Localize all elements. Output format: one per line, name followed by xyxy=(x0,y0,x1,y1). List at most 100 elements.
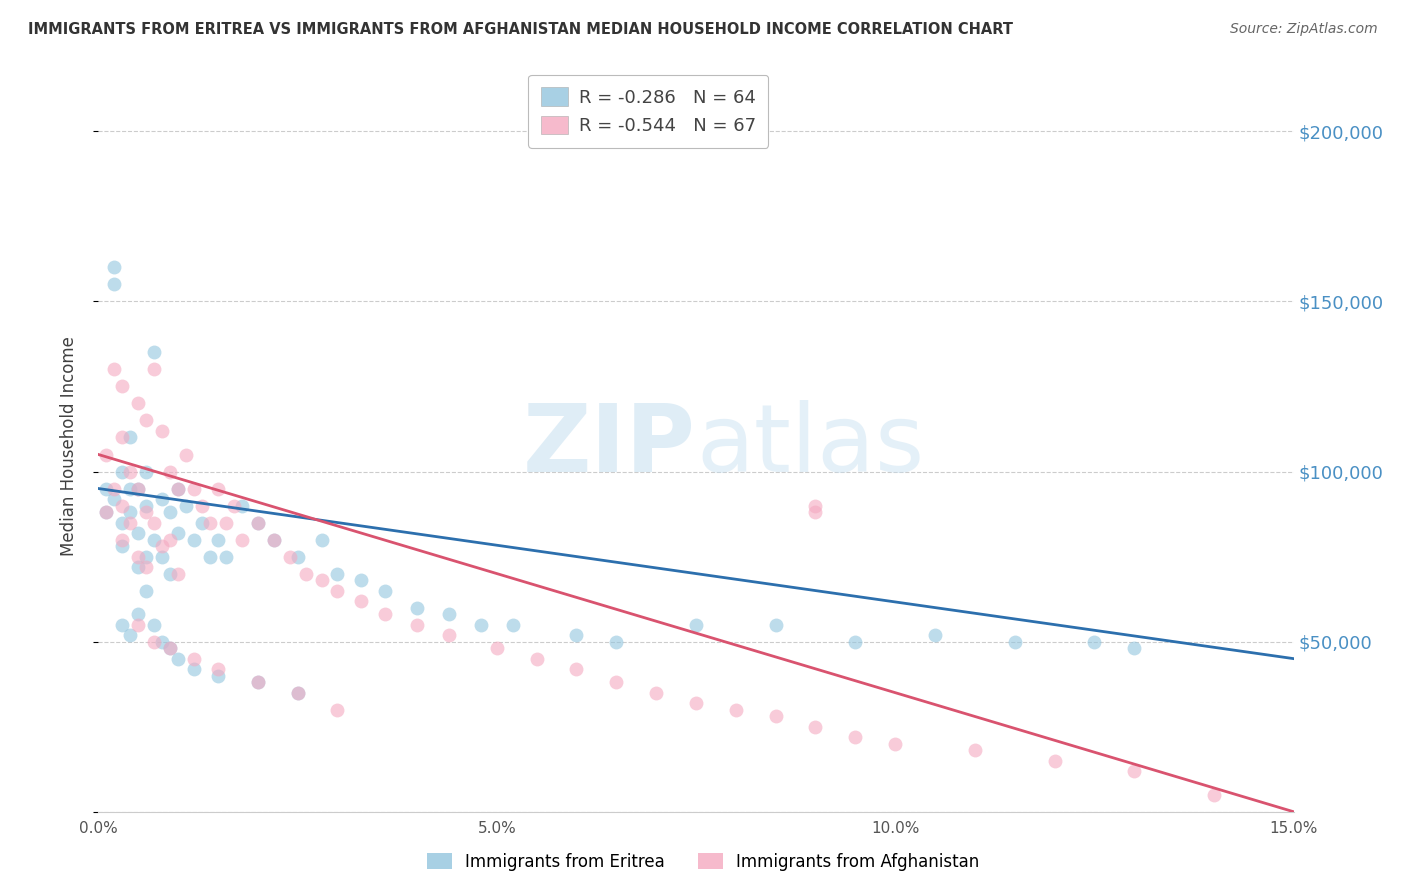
Point xyxy=(485,641,508,656)
Point xyxy=(326,703,349,717)
Point xyxy=(1123,641,1146,656)
Point xyxy=(502,617,524,632)
Point xyxy=(231,499,253,513)
Point xyxy=(167,566,190,581)
Point xyxy=(311,574,333,588)
Point xyxy=(287,549,309,564)
Point xyxy=(406,617,429,632)
Point xyxy=(143,516,166,530)
Point xyxy=(844,730,866,744)
Point xyxy=(470,617,492,632)
Point xyxy=(263,533,285,547)
Point xyxy=(111,430,134,444)
Point xyxy=(150,424,173,438)
Point xyxy=(222,499,245,513)
Point xyxy=(103,482,125,496)
Point xyxy=(127,525,149,540)
Point xyxy=(191,516,214,530)
Point xyxy=(150,540,173,554)
Point xyxy=(287,686,309,700)
Point xyxy=(287,686,309,700)
Text: IMMIGRANTS FROM ERITREA VS IMMIGRANTS FROM AFGHANISTAN MEDIAN HOUSEHOLD INCOME C: IMMIGRANTS FROM ERITREA VS IMMIGRANTS FR… xyxy=(28,22,1014,37)
Point xyxy=(120,628,142,642)
Point xyxy=(135,559,157,574)
Point xyxy=(183,651,205,665)
Point xyxy=(350,574,373,588)
Point xyxy=(103,260,125,275)
Point xyxy=(1202,788,1225,802)
Point xyxy=(111,540,134,554)
Text: Source: ZipAtlas.com: Source: ZipAtlas.com xyxy=(1230,22,1378,37)
Legend: R = -0.286   N = 64, R = -0.544   N = 67: R = -0.286 N = 64, R = -0.544 N = 67 xyxy=(529,75,768,148)
Point xyxy=(111,499,134,513)
Point xyxy=(963,743,986,757)
Point xyxy=(96,482,118,496)
Point xyxy=(135,505,157,519)
Point xyxy=(167,482,190,496)
Point xyxy=(207,482,229,496)
Point xyxy=(311,533,333,547)
Point xyxy=(294,566,316,581)
Point xyxy=(884,737,907,751)
Point xyxy=(143,634,166,648)
Point xyxy=(111,617,134,632)
Point xyxy=(1083,634,1105,648)
Point xyxy=(127,559,149,574)
Point xyxy=(198,549,221,564)
Point xyxy=(135,583,157,598)
Point xyxy=(135,549,157,564)
Point xyxy=(127,617,149,632)
Point xyxy=(278,549,301,564)
Point xyxy=(374,607,396,622)
Point xyxy=(135,413,157,427)
Point xyxy=(246,516,269,530)
Point xyxy=(565,628,588,642)
Point xyxy=(804,505,827,519)
Point xyxy=(111,465,134,479)
Point xyxy=(174,499,197,513)
Point xyxy=(135,499,157,513)
Point xyxy=(605,634,627,648)
Point xyxy=(174,448,197,462)
Point xyxy=(159,533,181,547)
Point xyxy=(167,482,190,496)
Point xyxy=(246,675,269,690)
Point xyxy=(127,607,149,622)
Point xyxy=(246,516,269,530)
Point xyxy=(326,583,349,598)
Point xyxy=(120,516,142,530)
Y-axis label: Median Household Income: Median Household Income xyxy=(59,336,77,556)
Point xyxy=(150,491,173,506)
Point xyxy=(120,430,142,444)
Text: ZIP: ZIP xyxy=(523,400,696,492)
Point xyxy=(183,482,205,496)
Point xyxy=(120,465,142,479)
Point xyxy=(207,668,229,682)
Point xyxy=(844,634,866,648)
Point xyxy=(326,566,349,581)
Point xyxy=(406,600,429,615)
Point xyxy=(143,345,166,359)
Point xyxy=(96,505,118,519)
Legend: Immigrants from Eritrea, Immigrants from Afghanistan: Immigrants from Eritrea, Immigrants from… xyxy=(418,845,988,880)
Point xyxy=(143,533,166,547)
Point xyxy=(191,499,214,513)
Point xyxy=(231,533,253,547)
Point xyxy=(159,641,181,656)
Point xyxy=(127,482,149,496)
Point xyxy=(437,607,460,622)
Point xyxy=(645,686,668,700)
Point xyxy=(1123,764,1146,778)
Point xyxy=(804,720,827,734)
Point xyxy=(437,628,460,642)
Point xyxy=(127,396,149,410)
Point xyxy=(263,533,285,547)
Point xyxy=(96,448,118,462)
Point xyxy=(207,662,229,676)
Point xyxy=(120,482,142,496)
Text: atlas: atlas xyxy=(696,400,924,492)
Point xyxy=(159,641,181,656)
Point xyxy=(685,617,707,632)
Point xyxy=(685,696,707,710)
Point xyxy=(111,379,134,393)
